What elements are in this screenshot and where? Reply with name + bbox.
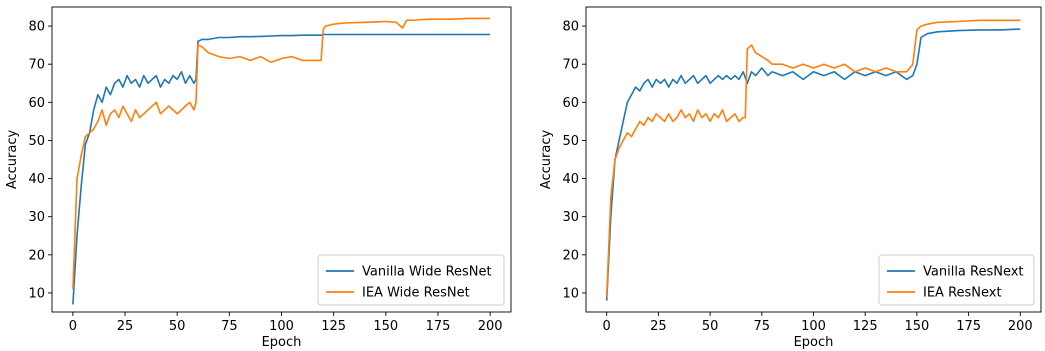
legend-label: Vanilla ResNext — [923, 265, 1024, 280]
y-tick-label: 50 — [28, 134, 45, 149]
y-axis-label: Accuracy — [5, 130, 20, 190]
x-tick-label: 0 — [69, 319, 77, 334]
x-tick-label: 50 — [702, 319, 719, 334]
y-tick-label: 80 — [28, 20, 45, 35]
x-tick-label: 175 — [426, 319, 451, 334]
series-line-iea — [72, 17, 491, 290]
x-tick-label: 200 — [478, 319, 503, 334]
x-tick-label: 175 — [956, 319, 981, 334]
x-tick-label: 50 — [169, 319, 186, 334]
x-tick-label: 75 — [221, 319, 238, 334]
x-tick-label: 125 — [321, 319, 346, 334]
legend-label: IEA Wide ResNet — [362, 286, 470, 301]
x-tick-label: 25 — [117, 319, 134, 334]
x-tick-label: 150 — [904, 319, 929, 334]
legend: Vanilla ResNext IEA ResNext — [878, 254, 1035, 306]
x-tick-label: 150 — [373, 319, 398, 334]
x-axis-label: Epoch — [794, 335, 834, 350]
y-tick-label: 60 — [562, 96, 579, 111]
x-tick-label: 100 — [269, 319, 294, 334]
chart-panel-1: 0 25 50 75 100 125 150 175 200 10 20 30 40 50 60 70 80 Ep… — [5, 6, 512, 350]
series-line-vanilla — [72, 33, 491, 305]
series-line-iea — [605, 19, 1021, 297]
x-axis-label: Epoch — [262, 335, 302, 350]
x-tick-label: 200 — [1008, 319, 1033, 334]
y-tick-label: 70 — [28, 58, 45, 73]
chart-panel-2: 0 25 50 75 100 125 150 175 200 10 20 30 40 50 60 70 80 Ep… — [539, 6, 1042, 350]
y-tick-label: 20 — [562, 248, 579, 263]
y-tick-label: 40 — [28, 172, 45, 187]
legend-label: Vanilla Wide ResNet — [362, 265, 492, 280]
x-tick-label: 75 — [754, 319, 771, 334]
y-axis-label: Accuracy — [539, 130, 554, 190]
legend-label: IEA ResNext — [923, 286, 1002, 301]
y-tick-label: 80 — [562, 20, 579, 35]
y-tick-label: 10 — [562, 286, 579, 301]
y-tick-label: 30 — [28, 210, 45, 225]
y-tick-label: 40 — [562, 172, 579, 187]
y-tick-label: 50 — [562, 134, 579, 149]
x-tick-label: 25 — [650, 319, 667, 334]
legend: Vanilla Wide ResNet IEA Wide ResNet — [317, 254, 505, 306]
x-tick-label: 100 — [801, 319, 826, 334]
y-tick-label: 30 — [562, 210, 579, 225]
series-line-vanilla — [605, 28, 1021, 301]
y-tick-label: 70 — [562, 58, 579, 73]
y-tick-label: 20 — [28, 248, 45, 263]
y-tick-label: 60 — [28, 96, 45, 111]
legend-box — [317, 254, 505, 306]
x-tick-label: 125 — [853, 319, 878, 334]
x-tick-label: 0 — [603, 319, 611, 334]
legend-box — [878, 254, 1035, 306]
y-tick-label: 10 — [28, 286, 45, 301]
